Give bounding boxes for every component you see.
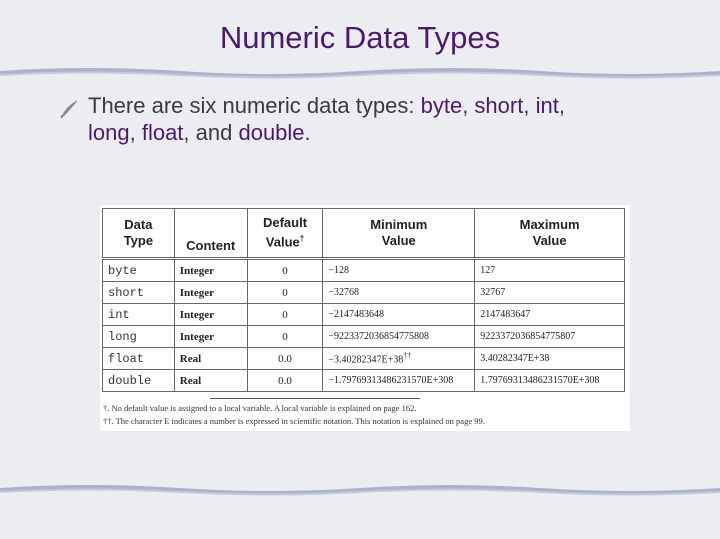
header-maximum-value: Maximum Value bbox=[474, 208, 625, 260]
table-row: float Real 0.0 −3.40282347E+38†† 3.40282347E… bbox=[102, 347, 625, 370]
top-wave-divider bbox=[0, 68, 720, 79]
cell-max: 2147483647 bbox=[474, 303, 625, 326]
cell-max: 32767 bbox=[474, 281, 625, 304]
sep: , bbox=[129, 120, 142, 145]
cell-default: 0 bbox=[246, 325, 324, 348]
cell-content: Integer bbox=[173, 258, 248, 282]
cell-min: −128 bbox=[322, 258, 476, 282]
table-image-panel: Data Type Content Default Value† Minimum Va… bbox=[100, 205, 630, 431]
cell-content: Real bbox=[173, 369, 248, 392]
cell-min: −32768 bbox=[322, 281, 476, 304]
table-row: double Real 0.0 −1.79769313486231570E+308 1.… bbox=[102, 369, 625, 392]
cell-min: −9223372036854775808 bbox=[322, 325, 476, 348]
sep: , and bbox=[183, 120, 239, 145]
header-minimum-value: Minimum Value bbox=[322, 208, 476, 260]
quill-bullet-icon bbox=[60, 100, 78, 118]
numeric-types-table: Data Type Content Default Value† Minimum Va… bbox=[102, 208, 625, 392]
keyword: int bbox=[535, 93, 559, 118]
cell-default: 0 bbox=[246, 303, 324, 326]
footnote-rule bbox=[210, 398, 420, 399]
header-data-type: Data Type bbox=[102, 208, 175, 260]
cell-min: −1.79769313486231570E+308 bbox=[322, 369, 476, 392]
table-row: byte Integer 0 −128 127 bbox=[102, 258, 625, 282]
bottom-wave-divider bbox=[0, 485, 720, 496]
keyword: float bbox=[141, 120, 184, 145]
cell-max: 1.79769313486231570E+308 bbox=[474, 369, 625, 392]
bullet-prefix: There are six numeric data types: bbox=[88, 93, 421, 118]
cell-content: Integer bbox=[173, 281, 248, 304]
keyword: long bbox=[88, 120, 130, 145]
cell-content: Real bbox=[173, 347, 248, 370]
sep: , bbox=[523, 93, 536, 118]
bullet-text: There are six numeric data types: byte , … bbox=[88, 92, 688, 146]
cell-type: float bbox=[102, 347, 175, 370]
cell-content: Integer bbox=[173, 325, 248, 348]
cell-type: int bbox=[102, 303, 175, 326]
sep: , bbox=[558, 93, 565, 118]
slide-title: Numeric Data Types bbox=[219, 20, 501, 55]
header-content: Content bbox=[173, 208, 248, 260]
table-row: short Integer 0 −32768 32767 bbox=[102, 281, 625, 304]
cell-type: byte bbox=[102, 258, 175, 282]
table-row: int Integer 0 −2147483648 2147483647 bbox=[102, 303, 625, 326]
cell-min: −2147483648 bbox=[322, 303, 476, 326]
cell-default: 0.0 bbox=[246, 347, 324, 370]
footnote-2: ††. The character E indicates a number i… bbox=[103, 416, 485, 426]
cell-type: short bbox=[102, 281, 175, 304]
table-row: long Integer 0 −9223372036854775808 92233720… bbox=[102, 325, 625, 348]
keyword: double bbox=[238, 120, 305, 145]
table-header-row: Data Type Content Default Value† Minimum Va… bbox=[102, 208, 625, 260]
cell-type: double bbox=[102, 369, 175, 392]
cell-max: 3.40282347E+38 bbox=[474, 347, 625, 370]
sep: , bbox=[462, 93, 475, 118]
sep: . bbox=[304, 120, 311, 145]
keyword: short bbox=[474, 93, 524, 118]
footnote-1: †. No default value is assigned to a loc… bbox=[103, 403, 417, 413]
cell-max: 127 bbox=[474, 258, 625, 282]
cell-content: Integer bbox=[173, 303, 248, 326]
cell-max: 9223372036854775807 bbox=[474, 325, 625, 348]
cell-default: 0 bbox=[246, 281, 324, 304]
cell-type: long bbox=[102, 325, 175, 348]
header-default-value: Default Value† bbox=[246, 208, 324, 260]
cell-default: 0.0 bbox=[246, 369, 324, 392]
keyword: byte bbox=[420, 93, 463, 118]
cell-min: −3.40282347E+38†† bbox=[322, 347, 476, 370]
cell-default: 0 bbox=[246, 258, 324, 282]
